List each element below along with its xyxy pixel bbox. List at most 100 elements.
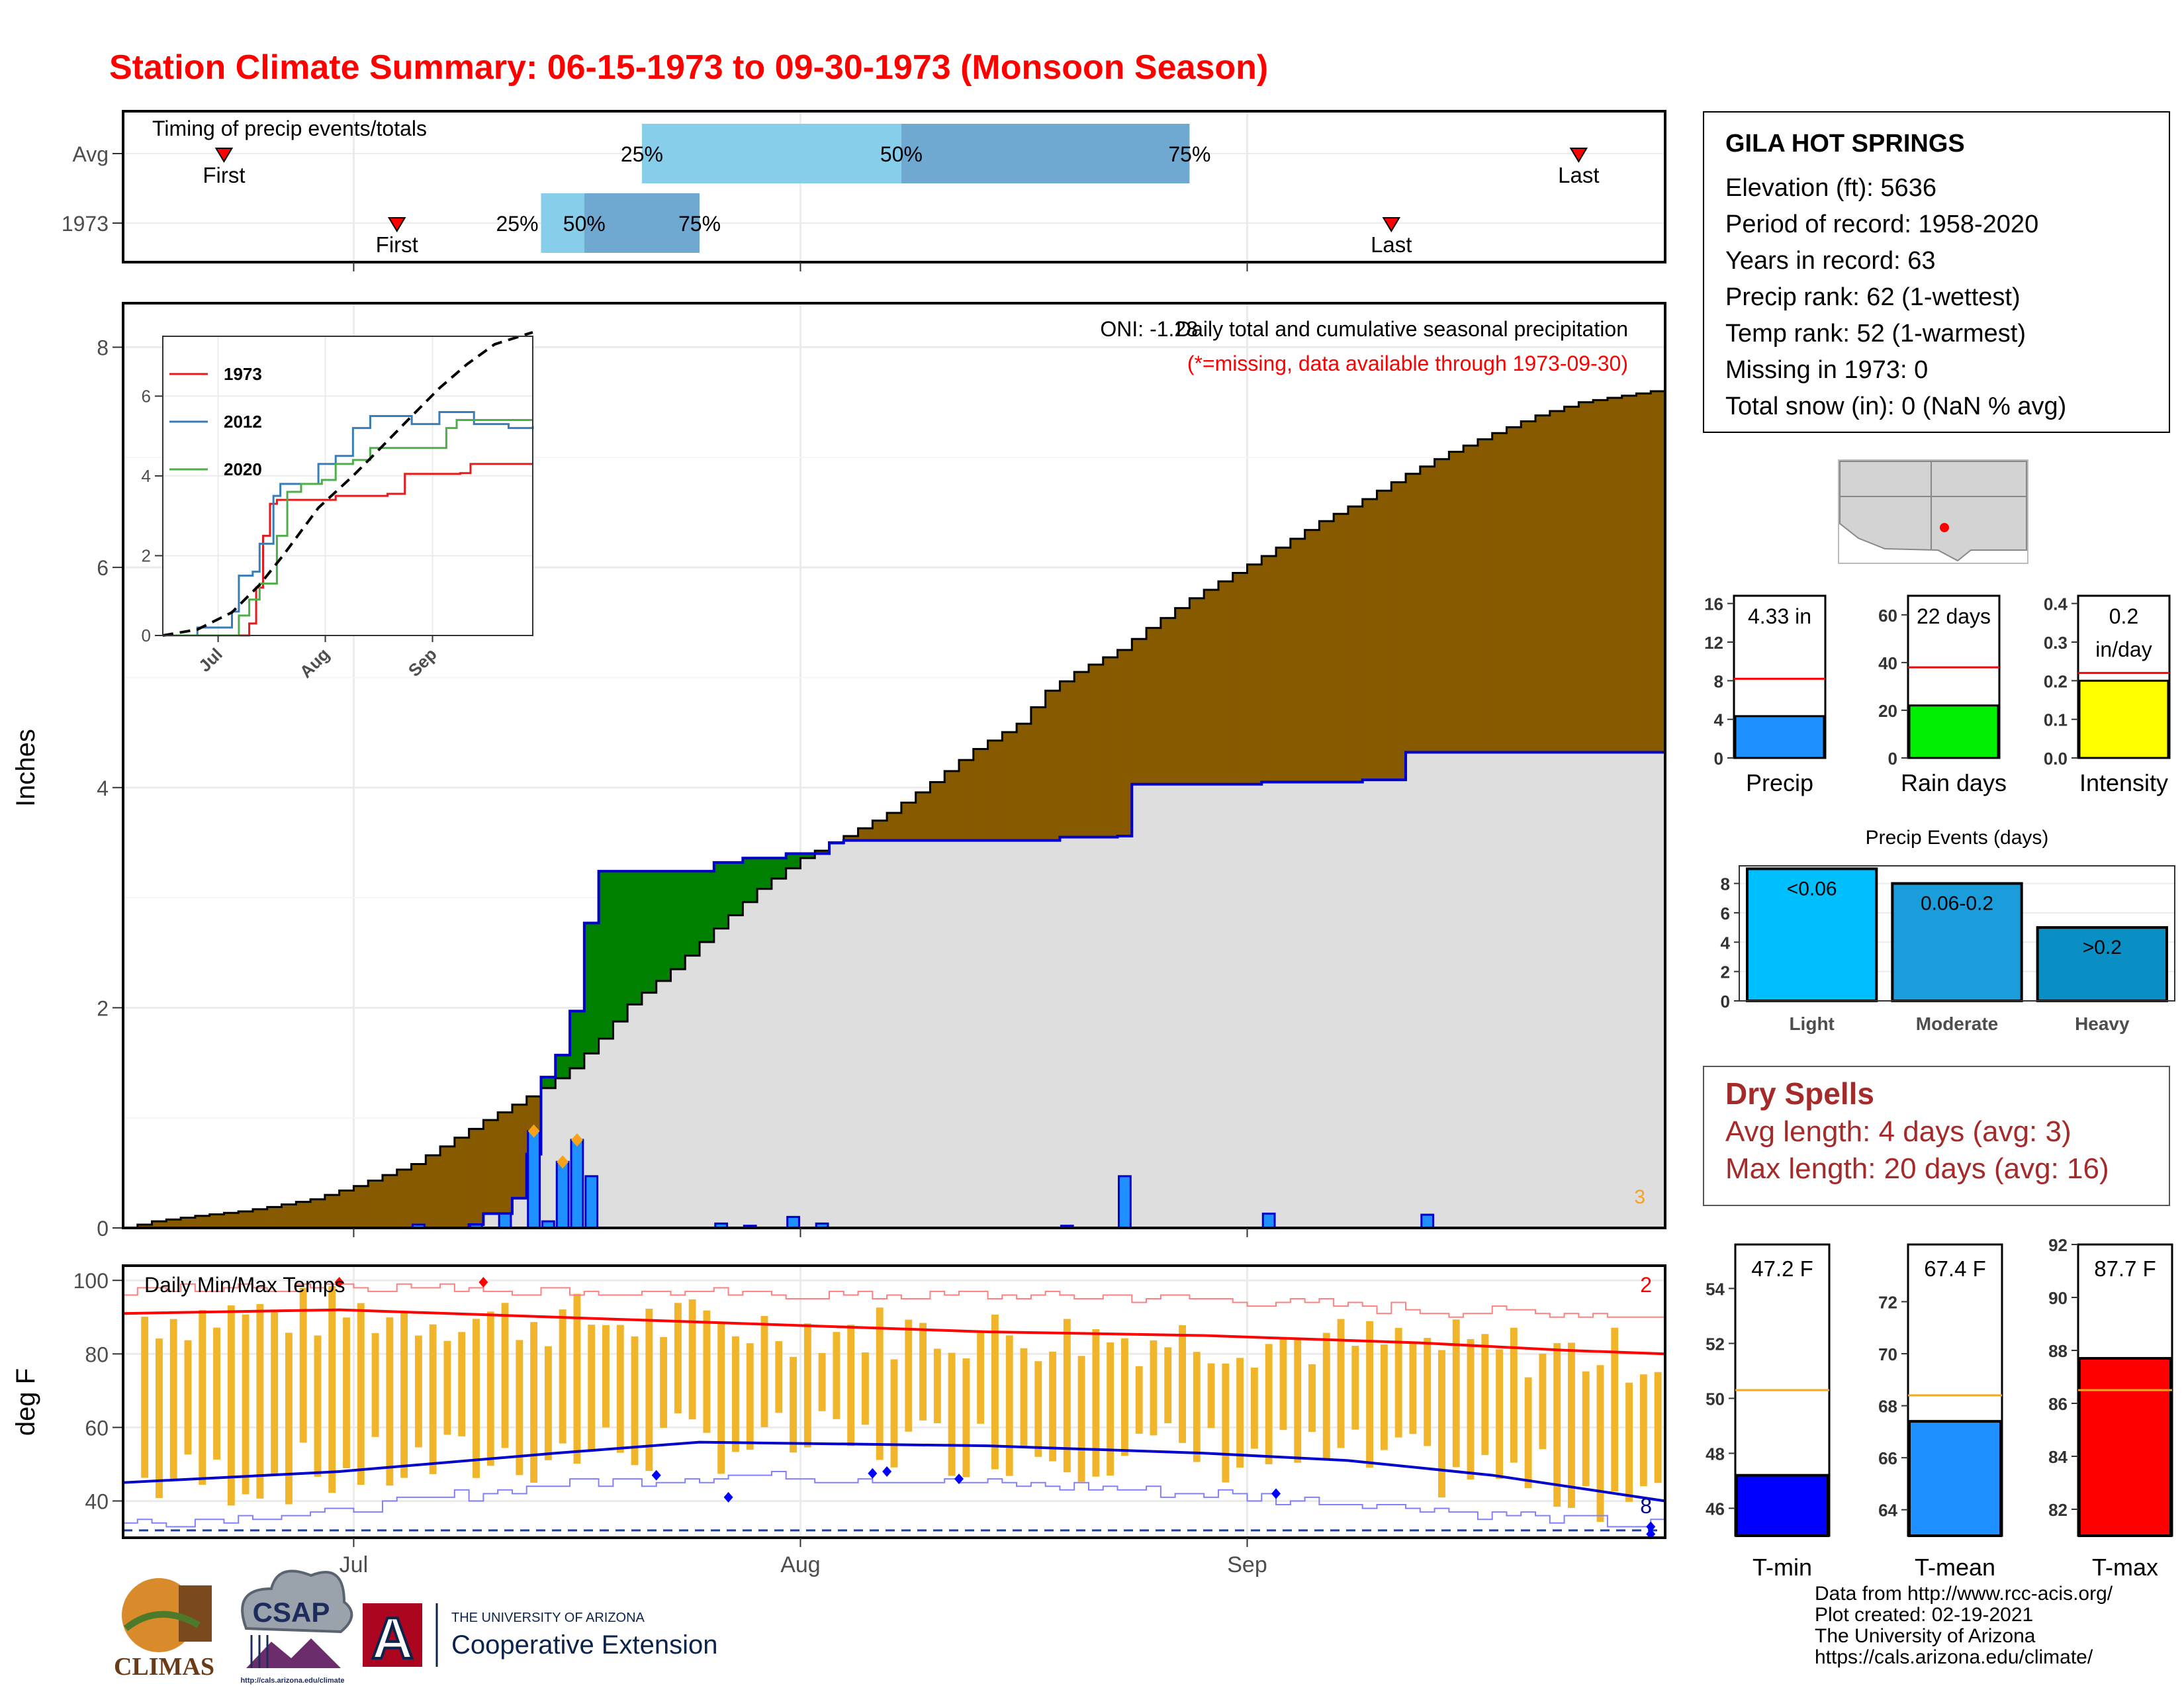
cumulative-base-fill (1045, 840, 1061, 1228)
inset-series-line (162, 331, 533, 637)
daily-temp-bar (530, 1322, 538, 1483)
deficit-fill (915, 792, 931, 841)
cumulative-base-fill (1017, 840, 1032, 1228)
last-event-label: Last (1371, 232, 1412, 257)
season-total-bar (1908, 704, 1999, 759)
season-temp-bar (1735, 1474, 1829, 1537)
cumulative-base-fill (915, 840, 931, 1228)
station-line: Missing in 1973: 0 (1725, 356, 1929, 384)
deficit-fill (901, 802, 917, 841)
daily-temp-bar (1539, 1353, 1547, 1450)
timing-box-25-50 (641, 124, 901, 183)
missing-marker (527, 1124, 540, 1138)
cumulative-base-fill (641, 992, 657, 1228)
credit-line: Plot created: 02-19-2021 (1815, 1604, 2034, 1626)
daily-temp-bar (141, 1317, 149, 1478)
deficit-fill (281, 1204, 296, 1228)
daily-temp-bar (905, 1319, 913, 1432)
record-low-marker (1646, 1521, 1656, 1532)
timing-p25-label: 25% (496, 212, 538, 236)
season-temp-y-tick-label: 48 (1706, 1444, 1725, 1464)
deficit-fill (1247, 564, 1262, 784)
deficit-fill (1593, 400, 1608, 753)
daily-temp-bar (876, 1307, 884, 1460)
cumulative-base-fill (843, 840, 859, 1228)
daily-temp-bar (1279, 1338, 1287, 1430)
deficit-fill (1636, 393, 1651, 753)
cumulative-base-fill (1218, 784, 1234, 1228)
season-temp-value-label: 47.2 F (1751, 1256, 1813, 1281)
daily-temp-bar (616, 1325, 624, 1453)
daily-temp-bar (1467, 1338, 1475, 1479)
deficit-fill (339, 1190, 355, 1228)
precip-events-y-tick-label: 8 (1721, 874, 1730, 894)
daily-temp-bar (1481, 1334, 1489, 1456)
precip-events-bar (1891, 882, 2023, 1002)
daily-temp-bar (645, 1309, 653, 1472)
cumulative-base-fill (1060, 837, 1075, 1228)
avg-max-line (122, 1308, 1666, 1356)
daily-temp-bar (732, 1336, 739, 1452)
daily-precip-bar (527, 1130, 541, 1229)
timing-box-25-50 (541, 193, 584, 253)
cumulative-base-fill (1420, 752, 1435, 1228)
cumulative-base-fill (743, 902, 758, 1228)
deficit-fill (930, 782, 945, 841)
precip-events-category-label: Light (1789, 1013, 1834, 1034)
timing-box-50-75 (584, 193, 700, 253)
surplus-fill (555, 1055, 570, 1078)
season-y-tick-label: 40 (1878, 653, 1897, 673)
timing-row-label: Avg (72, 142, 109, 166)
daily-precip-bar (1118, 1175, 1132, 1229)
precip-events-value-label: >0.2 (2083, 937, 2122, 959)
cumulative-base-fill (1002, 840, 1017, 1228)
inset-series-line (163, 463, 533, 637)
daily-temp-bar (299, 1288, 307, 1443)
cumulative-base-fill (771, 878, 787, 1228)
deficit-fill (1535, 415, 1551, 753)
daily-temp-bar (443, 1340, 451, 1435)
deficit-fill (396, 1169, 412, 1228)
season-temp-y-tick-label: 70 (1878, 1344, 1897, 1364)
surplus-fill (670, 871, 686, 970)
deficit-fill (368, 1180, 383, 1228)
deficit-fill (887, 813, 902, 841)
avg-min-line (122, 1440, 1666, 1503)
deficit-fill (843, 835, 859, 841)
deficit-fill (1175, 608, 1191, 784)
daily-temp-bar (1005, 1335, 1013, 1476)
temp-max-count-label: 2 (1640, 1273, 1652, 1297)
deficit-fill (454, 1137, 470, 1228)
temp-y-tick-label: 40 (85, 1489, 109, 1513)
deficit-fill (310, 1199, 326, 1228)
deficit-fill (1304, 530, 1320, 782)
dry-spells-title: Dry Spells (1725, 1076, 1874, 1111)
season-category-label: Intensity (2079, 769, 2168, 796)
first-event-marker (214, 148, 234, 163)
deficit-fill (973, 749, 989, 841)
cumulative-base-fill (541, 1088, 556, 1228)
daily-precip-bar (555, 1160, 570, 1229)
ua-block-a-icon (363, 1603, 422, 1667)
record-high-marker (478, 1276, 488, 1288)
record-low-marker (723, 1491, 733, 1503)
precip-events-category-label: Moderate (1916, 1013, 1998, 1034)
daily-temp-bar (285, 1333, 293, 1505)
daily-temp-bar (199, 1309, 206, 1485)
deficit-fill (1434, 459, 1449, 753)
dry-spells-max: Max length: 20 days (avg: 16) (1725, 1152, 2109, 1185)
cumulative-base-fill (656, 980, 672, 1228)
precip-events-border (1739, 865, 2175, 1002)
daily-temp-bar (717, 1322, 725, 1474)
credits: Data from http://www.rcc-acis.org/ Plot … (1815, 1583, 2113, 1668)
precip-y-tick-label: 2 (97, 996, 109, 1020)
season-y-tick-label: 0.3 (2044, 633, 2068, 653)
deficit-fill (1030, 707, 1046, 841)
cumulative-base-fill (1030, 840, 1046, 1228)
timing-p75-label: 75% (678, 212, 721, 236)
first-event-label: First (203, 163, 245, 187)
daily-temp-bar (1452, 1319, 1460, 1468)
inset-legend-label: 2020 (224, 459, 262, 479)
season-y-tick-label: 0.2 (2044, 671, 2068, 691)
precip-panel-subtitle: (*=missing, data available through 1973-… (1187, 352, 1628, 375)
